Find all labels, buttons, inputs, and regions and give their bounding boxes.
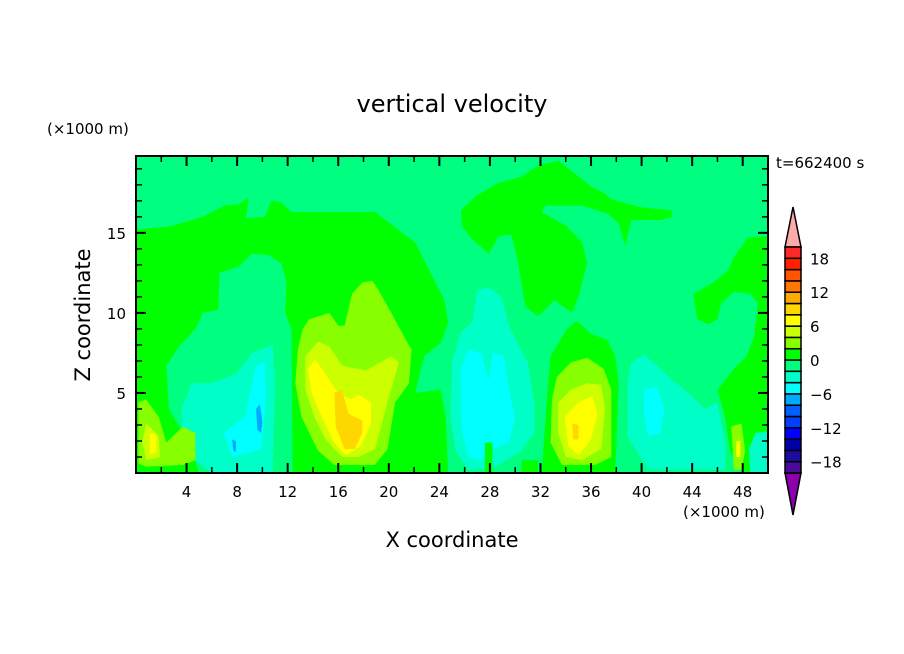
colorbar-swatch [784,393,802,406]
contour-region-downdraft-left-4a [256,404,263,433]
colorbar-swatch [784,381,802,395]
y-tick-label: 10 [107,305,126,323]
x-tick-labels: 4 8 12 16 20 24 28 32 36 40 44 48 [182,483,752,501]
contour-region-downdraft-right-1 [627,354,725,470]
y-tick-label: 15 [107,225,126,243]
x-tick-label: 48 [733,483,752,501]
colorbar-tick-label: 6 [810,318,820,336]
contour-region-updraft-leftedge-3 [149,433,157,454]
colorbar-swatch [784,280,802,293]
y-axis-label: Z coordinate [71,248,95,381]
contour-region-downdraft-right-2 [644,386,665,437]
contour-region-updraft-middle-patch-b [521,460,538,473]
colorbar-swatch [784,302,802,316]
x-tick-label: 40 [632,483,651,501]
contour-region-downdraft-rightedge [749,431,768,473]
x-tick-label: 20 [379,483,398,501]
x-tick-label: 44 [683,483,702,501]
contour-region-updraft-right-5 [572,423,579,440]
colorbar-swatch [784,246,802,260]
chart-title: vertical velocity [357,90,548,118]
x-axis-label: X coordinate [385,528,518,552]
y-tick-labels: 5 10 15 [107,225,126,403]
contour-region-updraft-rightedge-3 [736,441,741,457]
contour-region-updraft-upper-right [460,160,672,317]
colorbar-tick-label: −6 [810,386,832,404]
colorbar-tick-label: 12 [810,284,829,302]
plot-frame [135,155,769,474]
x-tick-label: 12 [278,483,297,501]
colorbar-swatch [784,314,802,327]
contour-region-updraft-right-4 [564,396,598,456]
contour-region-updraft-middle-patch-a [484,442,493,473]
colorbar-swatch [784,291,802,305]
colorbar-swatch [784,415,802,429]
colorbar-swatch [784,336,802,350]
contour-region-downdraft-left-4b [232,439,236,453]
x-tick-label: 4 [182,483,192,501]
colorbar-swatch [784,460,802,474]
x-tick-label: 8 [232,483,242,501]
colorbar-swatch [784,427,802,440]
x-tick-label: 36 [581,483,600,501]
colorbar: 18 12 6 0 −6 −12 −18 [784,206,842,516]
contour-region-downdraft-left-3 [223,362,267,457]
colorbar-tick-label: 0 [810,352,820,370]
colorbar-tick-label: 18 [810,250,829,268]
colorbar-swatch [784,347,802,361]
time-label: t=662400 s [776,154,864,172]
colorbar-swatch [784,438,802,452]
x-tick-label: 16 [329,483,348,501]
y-tick-label: 5 [116,385,126,403]
colorbar-swatch [784,449,802,463]
x-unit-label: (×1000 m) [683,503,765,521]
contour-regions [136,160,768,473]
colorbar-tick-label: −12 [810,420,842,438]
contour-region-updraft-rightedge [693,236,768,473]
colorbar-swatch [784,359,802,373]
colorbar-swatch [784,268,802,282]
x-tick-label: 32 [531,483,550,501]
y-unit-label: (×1000 m) [47,120,129,138]
colorbar-swatch [784,257,802,271]
colorbar-swatch [784,325,802,339]
colorbar-tick-label: −18 [810,454,842,472]
contour-region-updraft-center-4 [334,389,363,449]
x-tick-label: 24 [430,483,449,501]
x-tick-label: 28 [480,483,499,501]
colorbar-swatch [784,370,802,384]
contour-region-downdraft-middle-2 [460,349,516,461]
colorbar-swatch [784,404,802,418]
